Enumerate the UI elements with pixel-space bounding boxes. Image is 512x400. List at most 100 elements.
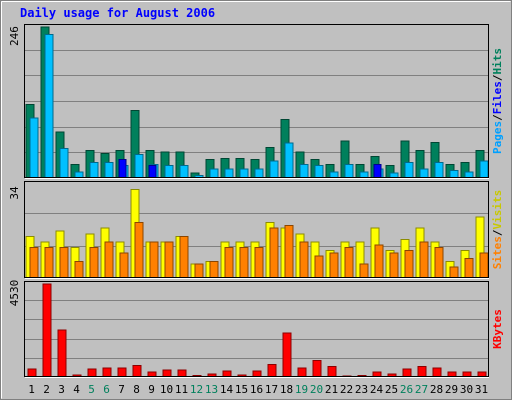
bar-sites-day-9: [149, 241, 159, 279]
x-tick-label-day-16: 16: [250, 383, 263, 396]
bar-sites-day-27: [419, 241, 429, 279]
panel-hits-max-label: 246: [8, 26, 21, 46]
panel-hits: 246: [8, 24, 489, 179]
bar-sites-day-10: [164, 241, 174, 279]
bar-sites-day-29: [449, 266, 459, 279]
bar-sites-day-25: [389, 252, 399, 279]
panel-kbytes: 4530: [8, 280, 489, 378]
bar-sites-day-11: [179, 236, 189, 279]
bar-sites-day-5: [89, 247, 99, 279]
bar-files-day-3: [59, 148, 69, 179]
chart-panels: 246344530Pages/Files/HitsSites/VisitsKBy…: [8, 24, 504, 378]
bar-files-day-8: [134, 154, 144, 179]
bar-kbytes-day-2: [42, 283, 52, 378]
bar-files-day-20: [314, 165, 324, 179]
bar-kbytes-day-18: [282, 332, 292, 378]
bar-pages-day-9: [148, 165, 157, 179]
bar-kbytes-day-8: [132, 365, 142, 378]
x-tick-label-day-6: 6: [103, 383, 110, 396]
x-tick-label-day-13: 13: [205, 383, 218, 396]
bar-files-day-13: [209, 168, 219, 179]
bar-sites-day-13: [209, 260, 219, 279]
bar-files-day-26: [404, 162, 414, 179]
bar-pages-day-24: [373, 164, 382, 179]
x-tick-label-day-17: 17: [265, 383, 278, 396]
x-tick-label-day-18: 18: [280, 383, 293, 396]
bar-sites-day-16: [254, 247, 264, 279]
x-tick-label-day-7: 7: [118, 383, 125, 396]
x-tick-label-day-27: 27: [415, 383, 428, 396]
bar-files-day-15: [239, 168, 249, 179]
bar-sites-day-22: [344, 247, 354, 279]
bar-kbytes-day-5: [87, 368, 97, 378]
bar-files-day-6: [104, 162, 114, 179]
bar-sites-day-23: [359, 263, 369, 279]
x-tick-label-day-15: 15: [235, 383, 248, 396]
bar-sites-day-21: [329, 252, 339, 279]
panel-hits-frame: [24, 24, 489, 178]
bar-sites-day-19: [299, 241, 309, 279]
bar-sites-day-3: [59, 247, 69, 279]
x-tick-label-day-31: 31: [475, 383, 488, 396]
bar-files-day-16: [254, 168, 264, 179]
bar-kbytes-day-19: [297, 367, 307, 378]
chart-title: Daily usage for August 2006: [20, 6, 215, 20]
x-tick-label-day-14: 14: [220, 383, 234, 396]
bar-sites-day-12: [194, 263, 204, 279]
bar-sites-day-18: [284, 225, 294, 279]
bar-sites-day-30: [464, 258, 474, 279]
x-tick-label-day-3: 3: [58, 383, 65, 396]
right-label-part: /: [491, 74, 504, 81]
x-tick-label-day-22: 22: [340, 383, 353, 396]
bar-kbytes-day-11: [177, 369, 187, 378]
bar-kbytes-day-10: [162, 369, 172, 378]
bar-files-day-1: [29, 117, 39, 179]
bar-files-day-27: [419, 168, 429, 179]
bar-kbytes-day-7: [117, 367, 127, 378]
x-tick-label-day-30: 30: [460, 383, 473, 396]
panel-visits: 34: [8, 181, 489, 279]
x-axis-tick-labels: 1 2 3 4 5 6 7 8 9 10 11 12 13 14 15 16 17 18 19 20 21 22 23 24 2…: [28, 383, 488, 396]
bar-files-day-19: [299, 164, 309, 179]
right-label-hits: Pages/Files/Hits: [491, 48, 504, 154]
bar-sites-day-14: [224, 247, 234, 279]
bar-sites-day-17: [269, 227, 279, 279]
bar-files-day-10: [164, 165, 174, 179]
bar-files-day-11: [179, 165, 189, 179]
bar-kbytes-day-21: [327, 366, 337, 378]
right-label-part: Pages: [491, 121, 504, 154]
bar-kbytes-day-6: [102, 367, 112, 378]
bar-files-day-14: [224, 168, 234, 179]
right-label-part: Sites: [491, 236, 504, 269]
bar-sites-day-1: [29, 247, 39, 279]
right-label-part: /: [491, 229, 504, 236]
x-tick-label-day-9: 9: [148, 383, 155, 396]
panel-kbytes-frame: [24, 281, 489, 377]
right-label-visits: Sites/Visits: [491, 190, 504, 270]
bar-sites-day-15: [239, 247, 249, 279]
x-tick-label-day-8: 8: [133, 383, 140, 396]
bar-kbytes-day-26: [402, 368, 412, 378]
bar-sites-day-31: [479, 252, 489, 279]
x-tick-label-day-24: 24: [370, 383, 384, 396]
bar-kbytes-day-1: [27, 368, 37, 378]
x-tick-label-day-1: 1: [28, 383, 35, 396]
x-tick-label-day-23: 23: [355, 383, 368, 396]
panel-visits-frame: [24, 181, 489, 278]
bar-kbytes-day-27: [417, 366, 427, 378]
x-tick-label-day-11: 11: [175, 383, 188, 396]
x-tick-label-day-4: 4: [73, 383, 80, 396]
panel-kbytes-plot-area: [24, 281, 489, 377]
x-tick-label-day-21: 21: [325, 383, 338, 396]
bar-sites-day-2: [44, 247, 54, 279]
bar-sites-day-20: [314, 255, 324, 279]
bar-kbytes-day-20: [312, 360, 322, 378]
x-tick-label-day-19: 19: [295, 383, 308, 396]
bar-sites-day-8: [134, 222, 144, 279]
bar-files-day-5: [89, 162, 99, 179]
bar-kbytes-day-28: [432, 367, 442, 378]
x-tick-label-day-20: 20: [310, 383, 323, 396]
x-tick-label-day-5: 5: [88, 383, 95, 396]
bar-sites-day-24: [374, 244, 384, 279]
